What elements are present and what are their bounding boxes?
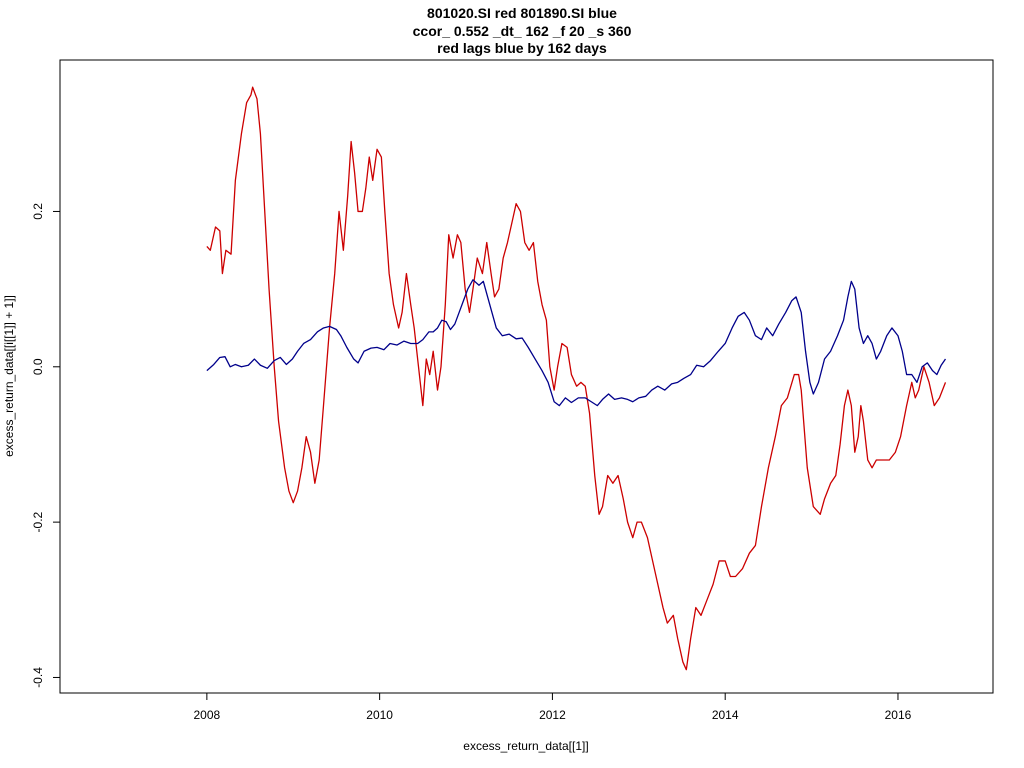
x-tick-label: 2008 bbox=[194, 708, 221, 722]
chart-title-line-3: red lags blue by 162 days bbox=[437, 40, 607, 56]
series-line-2 bbox=[206, 279, 947, 407]
x-tick-label: 2014 bbox=[712, 708, 739, 722]
y-tick-label: -0.4 bbox=[31, 667, 45, 688]
x-tick-label: 2016 bbox=[885, 708, 912, 722]
y-tick-label: 0.0 bbox=[31, 358, 45, 375]
y-axis-title: excess_return_data[[i[[1]] + 1]] bbox=[2, 295, 16, 457]
x-axis: 2008 2010 2012 2014 2016 bbox=[194, 692, 912, 722]
y-axis: -0.4 -0.2 0.0 0.2 bbox=[31, 203, 61, 688]
chart-title-line-2: ccor_ 0.552 _dt_ 162 _f 20 _s 360 bbox=[413, 23, 632, 39]
x-tick-label: 2012 bbox=[539, 708, 566, 722]
y-tick-label: 0.2 bbox=[31, 203, 45, 220]
y-tick-label: -0.2 bbox=[31, 511, 45, 532]
chart-title-line-1: 801020.SI red 801890.SI blue bbox=[427, 5, 617, 21]
series-line-1 bbox=[206, 86, 947, 671]
series-layer bbox=[206, 86, 947, 671]
x-axis-title: excess_return_data[[1]] bbox=[463, 739, 588, 753]
plot-frame bbox=[59, 59, 994, 694]
x-tick-label: 2010 bbox=[366, 708, 393, 722]
